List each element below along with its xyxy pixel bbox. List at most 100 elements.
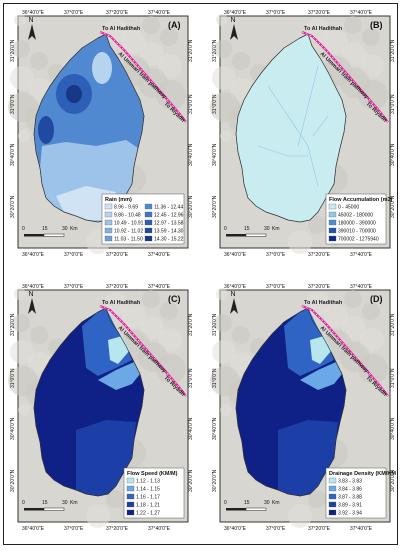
map-panel-d: To Al Hadithah Al Ummari train pathway To … xyxy=(208,280,396,542)
figure-frame xyxy=(3,3,398,545)
lon-tick-bottom: 37°0'0"E xyxy=(266,252,286,258)
scale-bar: 0 15 30 Km xyxy=(22,226,78,237)
lon-tick-bottom: 37°20'0"E xyxy=(106,526,129,532)
lon-tick-top: 37°40'0"E xyxy=(148,284,171,290)
road-label-top: To Al Hadithah xyxy=(102,26,141,32)
lat-tick-left: 30°20'0"N xyxy=(212,469,218,492)
legend: Rain (mm) 8.96 - 9.69 9.86 - 10.48 10.49 - … xyxy=(101,193,185,245)
lat-tick-left: 31°0'0"N xyxy=(212,368,218,388)
legend-swatch xyxy=(328,493,337,500)
legend-swatch xyxy=(144,219,153,226)
lon-tick-bottom: 37°20'0"E xyxy=(106,252,129,258)
lat-tick-right: 31°20'0"N xyxy=(188,313,194,336)
legend-item-label: 3.83 - 3.83 xyxy=(338,479,362,485)
legend-item-label: 11.03 - 11.50 xyxy=(114,237,143,243)
lon-tick-bottom: 36°40'0"E xyxy=(22,252,45,258)
north-arrow-icon: N xyxy=(230,17,238,40)
lat-tick-right: 31°0'0"N xyxy=(390,94,396,114)
svg-text:N: N xyxy=(231,291,236,298)
legend: Flow Accumulation (m3) 0 - 45000 45002 - 1… xyxy=(325,193,393,245)
lon-tick-top: 37°0'0"E xyxy=(64,10,84,16)
svg-text:Km: Km xyxy=(70,500,78,506)
lon-tick-bottom: 37°0'0"E xyxy=(266,526,286,532)
legend-item-label: 700002 - 1275940 xyxy=(338,237,379,243)
svg-text:Km: Km xyxy=(272,226,280,232)
svg-text:30: 30 xyxy=(62,226,68,232)
lat-tick-right: 30°20'0"N xyxy=(390,469,396,492)
legend-swatch xyxy=(328,477,337,484)
lat-tick-right: 30°20'0"N xyxy=(188,469,194,492)
lon-tick-top: 37°20'0"E xyxy=(308,284,331,290)
lon-tick-top: 37°0'0"E xyxy=(64,284,84,290)
north-arrow-icon: N xyxy=(28,291,36,314)
legend-swatch xyxy=(104,227,113,234)
lon-tick-top: 36°40'0"E xyxy=(22,284,45,290)
legend-swatch xyxy=(328,203,337,210)
lat-tick-left: 31°20'0"N xyxy=(10,39,16,62)
lat-tick-right: 31°0'0"N xyxy=(390,368,396,388)
lon-tick-bottom: 37°40'0"E xyxy=(350,252,373,258)
lat-tick-left: 30°20'0"N xyxy=(10,195,16,218)
legend-swatch xyxy=(328,211,337,218)
lon-tick-bottom: 37°40'0"E xyxy=(148,252,171,258)
svg-text:0: 0 xyxy=(22,226,25,232)
panel-label: (A) xyxy=(168,20,181,30)
map-panel-a: To Al Hadithah Al Ummari train pathway To … xyxy=(6,6,194,268)
legend-item-label: 45002 - 180000 xyxy=(338,213,373,219)
legend-swatch xyxy=(126,485,135,492)
lat-tick-right: 30°20'0"N xyxy=(390,195,396,218)
panel-label: (B) xyxy=(370,20,383,30)
legend-item-label: 10.92 - 11.02 xyxy=(114,229,143,235)
legend-swatch xyxy=(104,219,113,226)
map-panel-c: To Al Hadithah Al Ummari train pathway To … xyxy=(6,280,194,542)
legend-item-label: 9.86 - 10.48 xyxy=(114,213,141,219)
lat-tick-left: 30°40'0"N xyxy=(212,143,218,166)
lon-tick-bottom: 37°20'0"E xyxy=(308,526,331,532)
lat-tick-left: 31°20'0"N xyxy=(10,313,16,336)
legend-swatch xyxy=(328,509,337,516)
legend-swatch xyxy=(104,203,113,210)
legend-swatch xyxy=(328,219,337,226)
lat-tick-right: 30°40'0"N xyxy=(188,143,194,166)
lat-tick-left: 30°20'0"N xyxy=(212,195,218,218)
lon-tick-top: 36°40'0"E xyxy=(224,284,247,290)
lon-tick-bottom: 37°0'0"E xyxy=(64,252,84,258)
legend-item-label: 180000 - 390000 xyxy=(338,221,376,227)
lon-tick-bottom: 36°40'0"E xyxy=(22,526,45,532)
legend-title: Drainage Density (KM/KM2) xyxy=(329,471,396,477)
scale-bar: 0 15 30 Km xyxy=(22,500,78,511)
svg-text:15: 15 xyxy=(42,226,48,232)
lat-tick-right: 31°0'0"N xyxy=(188,94,194,114)
panel-label: (C) xyxy=(168,294,181,304)
north-arrow-icon: N xyxy=(28,17,36,40)
legend-swatch xyxy=(126,501,135,508)
lat-tick-right: 30°20'0"N xyxy=(188,195,194,218)
lon-tick-bottom: 36°40'0"E xyxy=(224,252,247,258)
legend-item-label: 3.84 - 3.86 xyxy=(338,487,362,493)
legend-item-label: 1.12 - 1.13 xyxy=(136,479,160,485)
lat-tick-left: 30°40'0"N xyxy=(212,417,218,440)
svg-text:N: N xyxy=(29,291,34,298)
road-label-top: To Al Hadithah xyxy=(102,300,141,306)
svg-text:30: 30 xyxy=(62,500,68,506)
legend-item-label: 1.18 - 1.21 xyxy=(136,503,160,509)
svg-text:15: 15 xyxy=(244,500,250,506)
legend-swatch xyxy=(104,211,113,218)
legend-item-label: 390010 - 700000 xyxy=(338,229,376,235)
legend-item-label: 11.36 - 12.44 xyxy=(154,205,183,211)
lat-tick-right: 31°20'0"N xyxy=(390,39,396,62)
svg-text:N: N xyxy=(29,17,34,24)
lat-tick-left: 31°20'0"N xyxy=(212,313,218,336)
svg-text:15: 15 xyxy=(42,500,48,506)
north-arrow-icon: N xyxy=(230,291,238,314)
lat-tick-left: 30°40'0"N xyxy=(10,143,16,166)
road-label-top: To Al Hadithah xyxy=(304,26,343,32)
lon-tick-top: 37°20'0"E xyxy=(106,284,129,290)
legend: Flow Speed (KM/M) 1.12 - 1.13 1.14 - 1.15 1… xyxy=(123,467,185,519)
legend-title: Flow Speed (KM/M) xyxy=(127,471,178,477)
legend-swatch xyxy=(328,235,337,242)
lon-tick-bottom: 37°40'0"E xyxy=(148,526,171,532)
lat-tick-right: 30°40'0"N xyxy=(188,417,194,440)
